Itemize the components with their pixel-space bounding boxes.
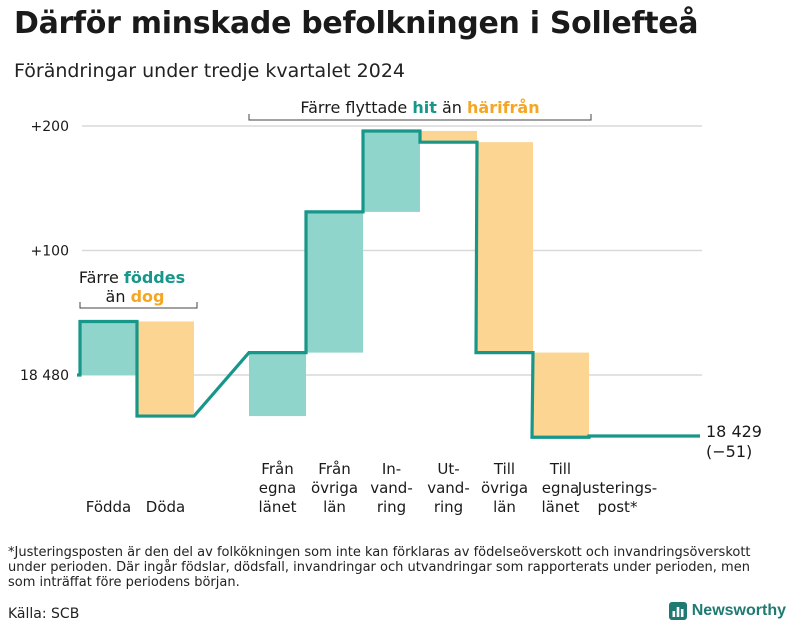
category-label: Från	[318, 460, 350, 478]
chart-title: Därför minskade befolkningen i Sollefteå	[14, 6, 699, 41]
category-label: vand-	[370, 479, 413, 497]
bar-chart-logo-icon	[668, 602, 687, 620]
category-label: ring	[377, 498, 406, 516]
category-label: egna	[259, 479, 296, 497]
y-tick-label: +100	[31, 244, 69, 260]
bar-döda	[137, 321, 194, 417]
category-label: In-	[382, 460, 401, 478]
y-tick-label: 18 480	[20, 368, 69, 384]
category-label: Ut-	[437, 460, 459, 478]
step-line	[77, 129, 700, 439]
category-label: Födda	[86, 498, 132, 516]
bar-från-egna-länet	[249, 352, 306, 417]
brand-logo[interactable]: Newsworthy	[668, 602, 786, 620]
category-label: ring	[434, 498, 463, 516]
bar-invandring	[363, 130, 420, 212]
chart-subtitle: Förändringar under tredje kvartalet 2024	[14, 60, 406, 82]
category-label: egna	[542, 479, 579, 497]
bar-utvandring	[420, 130, 477, 143]
y-tick-label: +200	[31, 119, 69, 135]
annotation-bracket	[79, 302, 198, 309]
category-label: övriga	[481, 479, 528, 497]
annotation-births-line2: än dog	[106, 287, 165, 306]
annotation-births-line1: Färre föddes	[79, 268, 185, 287]
category-label: övriga	[311, 479, 358, 497]
category-label: Från	[261, 460, 293, 478]
category-label: län	[493, 498, 516, 516]
footnote: *Justeringsposten är den del av folkökni…	[8, 545, 798, 590]
category-label: Justerings-	[577, 479, 657, 497]
category-label: län	[323, 498, 346, 516]
bar-till-egna-länet	[532, 352, 589, 438]
category-label: Till	[549, 460, 571, 478]
category-label: Döda	[146, 498, 185, 516]
category-label: vand-	[427, 479, 470, 497]
end-value-label: (−51)	[706, 442, 752, 461]
annotation-moves: Färre flyttade hit än härifrån	[300, 98, 539, 117]
annotation-bracket	[248, 114, 592, 121]
footnote-line: under perioden. Där ingår födslar, dödsf…	[8, 560, 750, 575]
bar-till-övriga-län	[476, 142, 533, 353]
bar-från-övriga-län	[306, 211, 363, 353]
category-label: länet	[259, 498, 297, 516]
category-label: post*	[598, 498, 638, 516]
end-value-label: 18 429	[706, 422, 762, 441]
footnote-line: som inträffat före periodens början.	[8, 575, 240, 590]
bar-födda	[80, 321, 137, 375]
category-label: länet	[542, 498, 580, 516]
footnote-line: *Justeringsposten är den del av folkökni…	[8, 545, 751, 560]
source-credit: Källa: SCB	[8, 606, 80, 622]
brand-name: Newsworthy	[691, 602, 786, 619]
category-label: Till	[493, 460, 515, 478]
